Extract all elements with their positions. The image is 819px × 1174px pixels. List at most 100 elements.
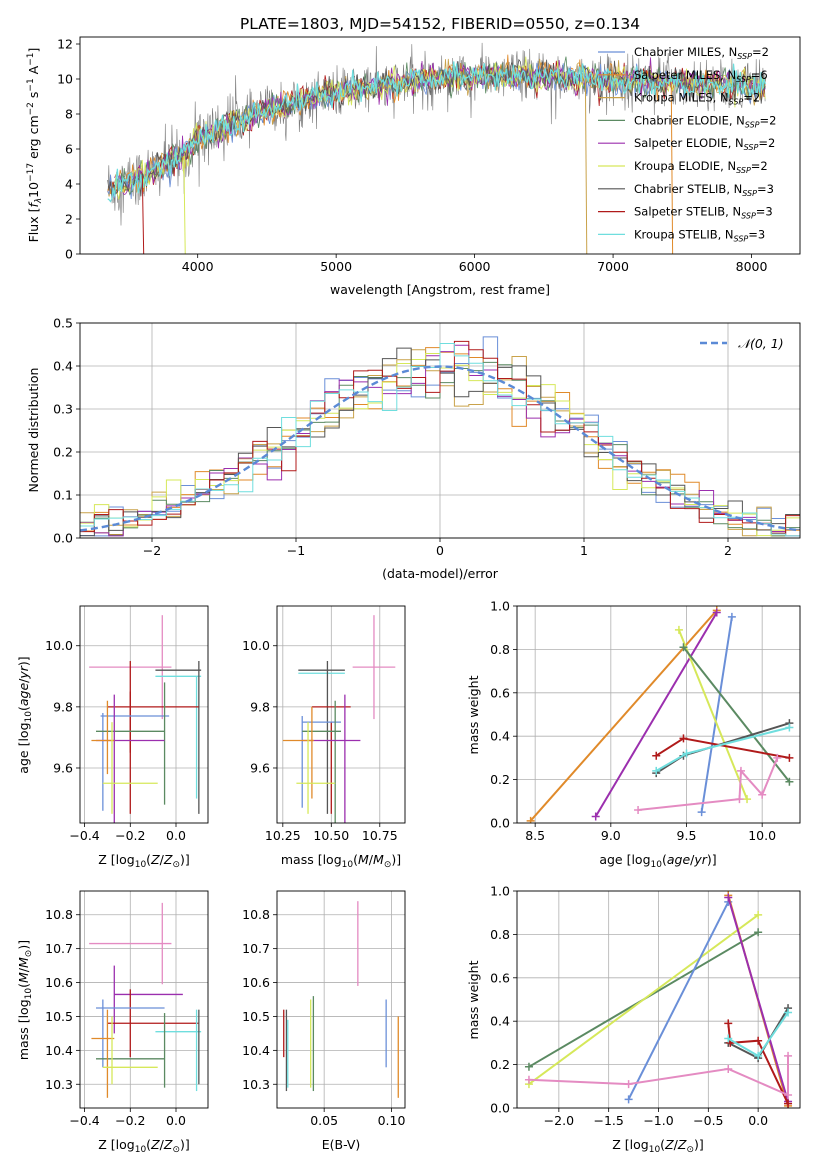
x-tick-label: 10.75 xyxy=(362,828,398,843)
legend-entry: Kroupa ELODIE, NSSP=2 xyxy=(634,159,768,175)
weight-line xyxy=(727,1023,789,1105)
y-tick-label: 0.4 xyxy=(490,729,510,744)
x-tick-label: −1.0 xyxy=(643,1113,673,1128)
y-axis-label: mass weight xyxy=(466,675,481,754)
spectrum-model-line xyxy=(107,61,766,203)
weight-marker xyxy=(682,749,691,758)
x-tick-label: 2 xyxy=(724,543,732,558)
axes-frame xyxy=(276,890,406,1109)
weight-line xyxy=(727,897,789,1102)
weight-marker xyxy=(526,816,535,823)
y-axis-label: Normed distribution xyxy=(26,368,41,493)
y-tick-label: 0.5 xyxy=(53,316,73,331)
y-tick-label: 10.0 xyxy=(45,638,73,653)
y-tick-label: 10.7 xyxy=(242,941,270,956)
weight-marker xyxy=(724,1034,733,1043)
y-tick-label: 0.2 xyxy=(53,445,73,460)
chart-weight-vs-Z: −2.0 −1.5 −1.0 −0.5 0.0 0.0 0.2 0.4 0.6 0.8 1.0 Z [… xyxy=(466,884,801,1155)
x-tick-label: −1 xyxy=(287,543,305,558)
chart-age-vs-Z: −0.4 −0.2 0.0 9.6 9.8 10.0 Z [log10(Z/Z⊙)] age … xyxy=(16,605,209,870)
y-tick-label: 12 xyxy=(57,37,73,52)
y-tick-label: 0.6 xyxy=(490,970,510,985)
y-tick-label: 0.1 xyxy=(53,488,73,503)
weight-marker xyxy=(712,608,721,617)
spectrum-edge-line xyxy=(584,78,588,254)
x-tick-label: 10.0 xyxy=(748,828,776,843)
plot-area xyxy=(80,336,800,537)
axes-frame xyxy=(276,605,406,824)
y-axis-label: mass [log10(M/M⊙)] xyxy=(16,940,34,1060)
weight-marker xyxy=(679,734,688,743)
weight-marker xyxy=(754,1051,763,1060)
x-tick-label: 5000 xyxy=(320,259,352,274)
y-axis-label: Flux [fλ10−17 erg cm−2 s−1 A−1] xyxy=(26,48,44,243)
y-tick-label: 2 xyxy=(65,212,73,227)
weight-marker xyxy=(697,808,706,817)
y-tick-label: 0.8 xyxy=(490,927,510,942)
legend-entry: Chabrier MILES, NSSP=2 xyxy=(634,45,769,61)
chart-spectrum: 4000 5000 6000 7000 8000 0 2 4 6 8 10 12 wavelength … xyxy=(26,36,801,297)
weight-marker xyxy=(674,625,683,634)
gridlines xyxy=(80,891,208,1108)
legend-entry: Salpeter STELIB, NSSP=3 xyxy=(634,205,773,221)
weight-marker xyxy=(784,1090,793,1099)
plot-area xyxy=(526,606,794,823)
legend-entry: Salpeter ELODIE, NSSP=2 xyxy=(634,136,775,152)
x-tick-label: 8.5 xyxy=(525,828,545,843)
plot-area xyxy=(524,891,793,1108)
weight-line xyxy=(594,611,718,818)
x-tick-label: 7000 xyxy=(597,259,629,274)
weight-line xyxy=(627,901,730,1100)
axes-frame xyxy=(79,322,801,539)
weight-marker xyxy=(785,723,794,732)
x-tick-label: 10.50 xyxy=(313,828,349,843)
legend-entry: 𝒩(0, 1) xyxy=(738,336,784,351)
x-tick-label: 10.25 xyxy=(265,828,301,843)
legend-entry: Chabrier ELODIE, NSSP=2 xyxy=(634,113,776,129)
y-tick-label: 10.4 xyxy=(242,1043,270,1058)
axes-frame xyxy=(79,36,801,255)
x-tick-label: 1 xyxy=(580,543,588,558)
legend-entry: Kroupa STELIB, NSSP=3 xyxy=(634,227,765,243)
y-tick-label: 0.8 xyxy=(490,642,510,657)
x-tick-label: −2 xyxy=(143,543,161,558)
y-tick-label: 10 xyxy=(57,72,73,87)
spectrum-edge-line xyxy=(141,176,145,254)
histogram-step xyxy=(80,343,800,537)
weight-marker xyxy=(624,1095,633,1104)
chart-residuals: −2 −1 0 1 2 0.0 0.1 0.2 0.3 0.4 0.5 𝒩(0, 1) (data-mo… xyxy=(26,316,801,581)
spectrum-edge-line xyxy=(670,82,674,254)
y-tick-label: 10.4 xyxy=(45,1043,73,1058)
weight-marker xyxy=(724,1064,733,1073)
weight-marker xyxy=(754,1036,763,1045)
weight-marker xyxy=(758,790,767,799)
weight-marker xyxy=(785,753,794,762)
weight-marker xyxy=(724,893,733,902)
plot-area xyxy=(282,615,396,823)
plot-area xyxy=(107,42,766,254)
y-tick-label: 0.3 xyxy=(53,402,73,417)
x-axis-label: age [log10(age/yr)] xyxy=(599,852,716,870)
spectrum-model-line xyxy=(114,56,766,200)
gridlines xyxy=(80,606,208,823)
axes-frame xyxy=(516,890,801,1109)
y-tick-label: 10.0 xyxy=(242,638,270,653)
y-tick-label: 9.8 xyxy=(53,699,73,714)
y-tick-label: 9.8 xyxy=(250,699,270,714)
y-tick-label: 10.3 xyxy=(45,1077,73,1092)
weight-marker xyxy=(591,812,600,821)
x-tick-label: 6000 xyxy=(459,259,491,274)
x-tick-label: 0.0 xyxy=(166,1113,186,1128)
plot-area xyxy=(283,901,399,1098)
weight-line xyxy=(655,726,790,772)
x-axis-label: Z [log10(Z/Z⊙)] xyxy=(98,1137,190,1155)
y-tick-label: 0.4 xyxy=(53,359,73,374)
x-tick-label: −0.4 xyxy=(69,1113,99,1128)
weight-marker xyxy=(754,910,763,919)
y-tick-label: 0.0 xyxy=(490,816,510,831)
weight-line xyxy=(682,646,791,783)
x-axis-label: (data-model)/error xyxy=(382,566,499,581)
spectrum-legend: Chabrier MILES, NSSP=2 Salpeter MILES, NS… xyxy=(598,45,776,243)
x-tick-label: −2.0 xyxy=(544,1113,574,1128)
weight-marker xyxy=(634,805,643,814)
